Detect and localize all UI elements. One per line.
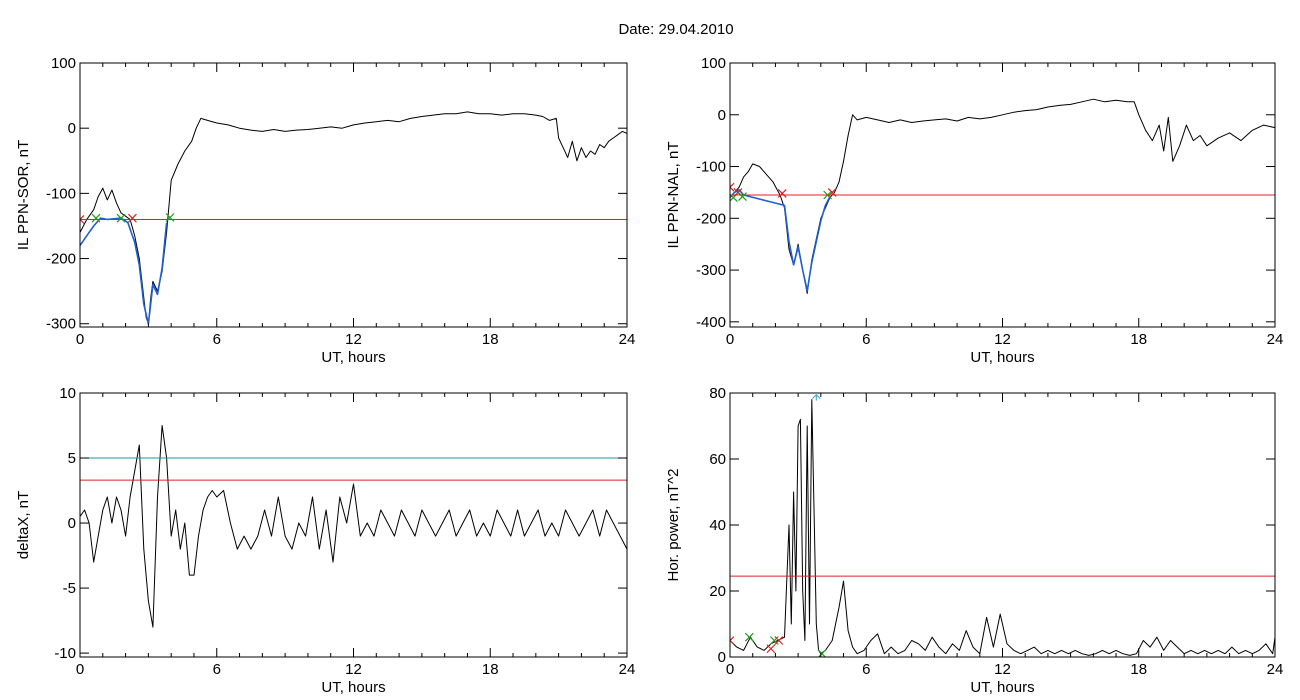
- figure-title: Date: 29.04.2010: [618, 21, 733, 38]
- plot-area: [730, 98, 1275, 294]
- marker-end: [777, 189, 787, 198]
- y-tick-label: -5: [63, 580, 76, 597]
- x-axis-title: UT, hours: [321, 679, 385, 696]
- marker-end: [730, 636, 735, 645]
- marker-cross: [817, 649, 827, 657]
- series-line-highlight: [730, 189, 831, 292]
- y-tick-label: -300: [46, 316, 76, 333]
- y-tick-label: 0: [68, 515, 76, 532]
- plot-frame: [79, 62, 628, 328]
- marker-cross: [823, 190, 833, 200]
- panel-bottom-right: 0 6 12 18 24 80 60 40 20 0 UT, hours Hor. power, nT…: [665, 385, 1283, 696]
- marker-cross: [777, 189, 787, 198]
- y-tick-label: -200: [46, 251, 76, 268]
- y-tick-label: 0: [718, 107, 726, 124]
- y-axis-title: deltaX, nT: [15, 491, 32, 559]
- y-tick-label: -300: [696, 262, 726, 279]
- marker-cross: [774, 636, 784, 645]
- plot-area: [80, 425, 627, 628]
- x-tick-label: 12: [994, 661, 1011, 678]
- marker-cross: [744, 632, 754, 642]
- y-tick-label: 0: [68, 120, 76, 137]
- y-axis-title: IL PPN-SOR, nT: [15, 140, 32, 250]
- x-tick-label: 12: [994, 331, 1011, 348]
- marker-start: [116, 213, 126, 223]
- plot-area: [80, 111, 627, 325]
- marker-end: [730, 182, 735, 192]
- marker-end: [766, 644, 776, 654]
- x-tick-label: 6: [213, 331, 221, 348]
- x-tick-label: 18: [1130, 331, 1147, 348]
- marker-peak: [811, 393, 821, 401]
- y-tick-label: -100: [46, 185, 76, 202]
- marker-start: [738, 192, 747, 201]
- marker-arrow: [811, 393, 821, 401]
- x-tick-label: 0: [726, 661, 734, 678]
- x-axis-title: UT, hours: [970, 679, 1034, 696]
- marker-cross: [80, 215, 85, 224]
- y-tick-label: -200: [696, 210, 726, 227]
- x-tick-label: 24: [1267, 331, 1284, 348]
- marker-cross: [827, 187, 837, 197]
- x-tick-label: 6: [862, 331, 870, 348]
- marker-cross: [730, 636, 735, 645]
- x-tick-label: 0: [76, 331, 84, 348]
- x-tick-label: 24: [1267, 661, 1284, 678]
- plot-area: [730, 393, 1275, 657]
- x-axis-title: UT, hours: [970, 349, 1034, 366]
- y-tick-label: 10: [59, 385, 76, 402]
- marker-cross: [127, 213, 137, 223]
- y-axis-title: IL PPN-NAL, nT: [665, 142, 682, 249]
- x-axis-title: UT, hours: [321, 349, 385, 366]
- x-tick-label: 6: [862, 661, 870, 678]
- marker-end: [774, 636, 784, 645]
- series-line-black: [80, 111, 627, 325]
- marker-cross: [91, 213, 101, 223]
- y-tick-label: 100: [51, 55, 76, 72]
- y-tick-label: 100: [701, 55, 726, 72]
- marker-start: [817, 649, 827, 657]
- marker-start: [165, 213, 175, 222]
- x-tick-label: 0: [76, 661, 84, 678]
- x-tick-label: 12: [345, 331, 362, 348]
- marker-start: [91, 213, 101, 223]
- y-tick-label: 60: [709, 451, 726, 468]
- series-line-black: [730, 399, 1275, 656]
- y-axis-title: Hor. power, nT^2: [665, 469, 682, 582]
- panel-bottom-left: 0 6 12 18 24 10 5 0 -5 -10 UT, hours deltaX, nT: [15, 385, 635, 696]
- panel-top-right: 0 6 12 18 24 100 0 -100 -200 -300 -400 UT, hours IL …: [665, 55, 1283, 366]
- marker-cross: [730, 182, 735, 192]
- marker-cross: [116, 213, 126, 223]
- series-line-black: [80, 425, 627, 628]
- x-tick-label: 24: [619, 661, 636, 678]
- y-tick-label: 5: [68, 450, 76, 467]
- marker-cross: [738, 192, 747, 201]
- marker-cross: [165, 213, 175, 222]
- y-tick-label: 0: [718, 649, 726, 666]
- y-tick-label: 20: [709, 583, 726, 600]
- panel-top-left: 0 6 12 18 24 100 0 -100 -200 -300 UT, hours IL PPN-…: [15, 55, 635, 366]
- series-line-highlight: [80, 217, 168, 325]
- marker-start: [744, 632, 754, 642]
- marker-cross: [766, 644, 776, 654]
- y-tick-label: -400: [696, 314, 726, 331]
- x-tick-label: 6: [213, 661, 221, 678]
- marker-end: [827, 187, 837, 197]
- marker-end: [127, 213, 137, 223]
- y-tick-label: 80: [709, 385, 726, 402]
- x-tick-label: 12: [345, 661, 362, 678]
- x-tick-label: 24: [619, 331, 636, 348]
- y-tick-label: -100: [696, 159, 726, 176]
- marker-start: [823, 190, 833, 200]
- marker-end: [80, 215, 85, 224]
- x-tick-label: 18: [482, 331, 499, 348]
- x-tick-label: 18: [1130, 661, 1147, 678]
- y-tick-label: -10: [54, 645, 76, 662]
- x-tick-label: 0: [726, 331, 734, 348]
- x-tick-label: 18: [482, 661, 499, 678]
- y-tick-label: 40: [709, 517, 726, 534]
